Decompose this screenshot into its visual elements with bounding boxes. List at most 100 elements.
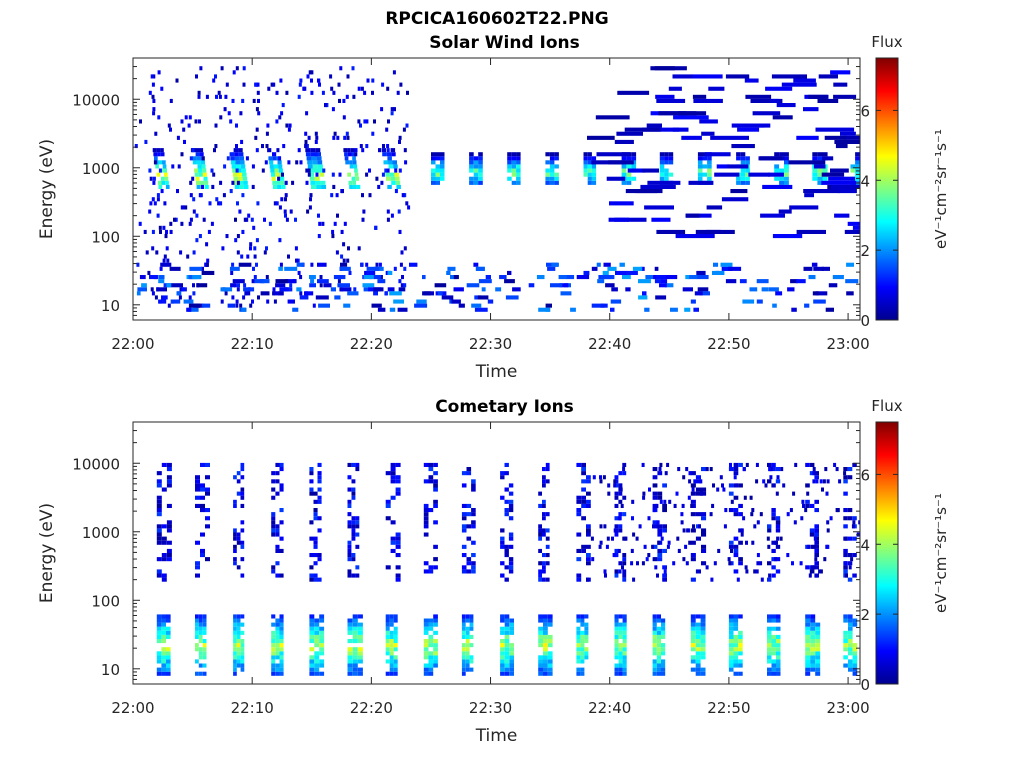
heatmap-cell	[233, 544, 237, 549]
heatmap-cell	[235, 160, 241, 165]
heatmap-cell	[348, 180, 353, 185]
heatmap-cell	[393, 643, 398, 648]
heatmap-cell	[617, 90, 650, 95]
heatmap-cell	[740, 532, 744, 537]
heatmap-cell	[728, 491, 734, 496]
heatmap-cell	[271, 479, 276, 484]
heatmap-cell	[271, 639, 276, 644]
heatmap-cell	[398, 135, 402, 140]
heatmap-cell	[500, 667, 505, 672]
heatmap-cell	[347, 639, 353, 644]
heatmap-cell	[428, 639, 434, 644]
heatmap-cell	[509, 659, 514, 664]
heatmap-cell	[280, 180, 285, 185]
heatmap-cell	[402, 127, 406, 132]
heatmap-cell	[252, 98, 256, 103]
heatmap-cell	[771, 643, 776, 648]
heatmap-cell	[265, 246, 268, 251]
heatmap-cell	[342, 98, 346, 103]
heatmap-cell	[405, 123, 409, 128]
heatmap-cell	[299, 275, 303, 280]
heatmap-cell	[309, 630, 315, 635]
heatmap-cell	[151, 82, 155, 87]
heatmap-cell	[738, 659, 743, 664]
heatmap-cell	[542, 467, 546, 472]
heatmap-cell	[313, 499, 318, 504]
heatmap-cell	[603, 524, 607, 529]
heatmap-cell	[528, 283, 535, 288]
heatmap-cell	[750, 98, 783, 103]
heatmap-cell	[812, 168, 818, 173]
heatmap-cell	[733, 643, 739, 648]
heatmap-cell	[236, 659, 241, 664]
heatmap-cell	[313, 573, 318, 578]
heatmap-cell	[192, 160, 197, 165]
heatmap-cell	[618, 651, 623, 656]
heatmap-cell	[728, 667, 734, 672]
heatmap-cell	[461, 569, 467, 574]
heatmap-cell	[236, 164, 241, 169]
heatmap-cell	[195, 565, 200, 570]
heatmap-cell	[622, 614, 627, 619]
heatmap-cell	[310, 70, 314, 75]
heatmap-cell	[652, 614, 657, 619]
heatmap-cell	[771, 573, 776, 578]
heatmap-cell	[139, 119, 142, 124]
heatmap-cell	[347, 663, 353, 668]
heatmap-cell	[695, 626, 701, 631]
heatmap-cell	[504, 548, 509, 553]
heatmap-cell	[664, 152, 669, 157]
heatmap-cell	[309, 614, 315, 619]
heatmap-cell	[166, 659, 171, 664]
heatmap-cell	[543, 643, 548, 648]
heatmap-cell	[275, 471, 280, 476]
heatmap-cell	[230, 270, 234, 275]
heatmap-cell	[693, 307, 699, 312]
heatmap-cell	[652, 467, 658, 472]
heatmap-cell	[700, 655, 706, 660]
heatmap-cell	[767, 655, 772, 660]
heatmap-cell	[279, 663, 284, 668]
heatmap-cell	[542, 532, 546, 537]
heatmap-cell	[784, 176, 789, 181]
heatmap-cell	[236, 540, 241, 545]
heatmap-cell	[159, 266, 163, 271]
heatmap-cell	[626, 270, 638, 275]
heatmap-cell	[282, 144, 286, 149]
heatmap-cell	[431, 168, 436, 173]
heatmap-cell	[138, 221, 142, 226]
heatmap-cell	[547, 655, 553, 660]
heatmap-cell	[309, 647, 315, 652]
heatmap-cell	[504, 643, 510, 648]
heatmap-cell	[403, 246, 407, 251]
heatmap-cell	[348, 270, 352, 275]
heatmap-cell	[538, 634, 543, 639]
heatmap-cell	[817, 172, 823, 177]
heatmap-cell	[433, 647, 438, 652]
heatmap-cell	[804, 508, 808, 513]
heatmap-cell	[195, 622, 199, 627]
heatmap-cell	[538, 618, 543, 623]
heatmap-cell	[365, 172, 369, 177]
heatmap-cell	[580, 659, 585, 664]
heatmap-cell	[251, 279, 255, 284]
heatmap-cell	[696, 275, 709, 280]
heatmap-cell	[347, 553, 352, 558]
heatmap-cell	[309, 193, 313, 198]
heatmap-cell	[743, 495, 747, 500]
heatmap-cell	[576, 659, 581, 664]
heatmap-cell	[240, 467, 245, 472]
heatmap-cell	[835, 467, 839, 472]
heatmap-cell	[161, 540, 167, 545]
heatmap-cell	[465, 647, 470, 652]
heatmap-cell	[554, 164, 559, 169]
heatmap-cell	[202, 647, 207, 652]
heatmap-cell	[160, 189, 164, 194]
heatmap-cell	[695, 229, 735, 234]
heatmap-cell	[214, 123, 218, 128]
heatmap-cell	[511, 152, 517, 157]
heatmap-cell	[619, 483, 623, 488]
heatmap-cell	[319, 651, 325, 656]
heatmap-cell	[371, 90, 374, 95]
heatmap-cell	[616, 131, 643, 136]
